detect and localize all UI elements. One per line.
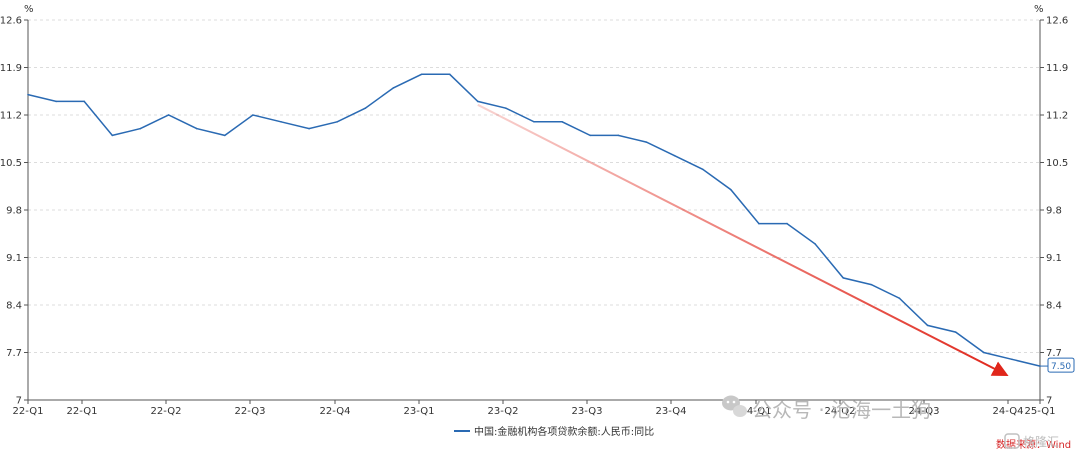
y-tick-label-right: 12.6 xyxy=(1046,16,1068,27)
series-point xyxy=(280,120,282,123)
x-tick-label: 24-Q4 xyxy=(993,406,1024,417)
series-point xyxy=(561,120,563,123)
series-point xyxy=(195,127,198,130)
x-tick-label: 23-Q4 xyxy=(656,406,687,417)
series-point xyxy=(1011,358,1013,361)
series-point xyxy=(870,283,873,286)
y-tick-label-right: 9.8 xyxy=(1046,206,1062,217)
series-point xyxy=(954,331,957,333)
gelonghui-logo: 格隆汇 xyxy=(1004,433,1059,449)
series-point xyxy=(476,100,479,103)
series-point xyxy=(55,100,57,103)
badge-box xyxy=(1047,357,1075,373)
series-point xyxy=(448,73,451,76)
x-tick-label: 22-Q4 xyxy=(320,406,351,417)
watermark: 公众号 · 沧海一土狗 xyxy=(722,395,931,422)
y-tick-label-right: 7.7 xyxy=(1046,348,1062,359)
series-line-loan-yoy xyxy=(27,73,1041,367)
last-value-label: 7.50 xyxy=(1051,362,1071,372)
left-axis-unit: % xyxy=(24,4,34,15)
y-tick-label-right: 11.9 xyxy=(1046,63,1068,74)
series-point xyxy=(673,154,676,157)
y-tick-label-right: 9.1 xyxy=(1046,253,1062,264)
trend-arrow xyxy=(477,103,1009,376)
series-point xyxy=(392,87,395,89)
series-point xyxy=(420,73,423,76)
y-tick-label-left: 7.7 xyxy=(6,348,22,359)
watermark-text: 公众号 · 沧海一土狗 xyxy=(752,398,931,422)
series-point xyxy=(645,141,648,143)
y-tick-label-left: 7 xyxy=(16,396,22,407)
y-tick-label-right: 7 xyxy=(1046,396,1052,407)
y-tick-label-left: 9.8 xyxy=(6,206,22,217)
series-point xyxy=(589,134,592,137)
y-tick-label-right: 8.4 xyxy=(1046,301,1062,312)
wechat-icon xyxy=(722,395,747,417)
y-tick-label-left: 8.4 xyxy=(6,301,22,312)
series-point xyxy=(83,100,86,103)
series-point xyxy=(167,114,170,116)
x-tick-label: 22-Q3 xyxy=(235,406,266,417)
x-tick-label: 23-Q2 xyxy=(488,406,519,417)
series-point xyxy=(139,127,142,130)
series-point xyxy=(308,127,310,130)
right-axis-unit: % xyxy=(1034,4,1044,15)
series-point xyxy=(814,243,816,245)
series-point xyxy=(898,297,901,300)
y-tick-label-left: 11.9 xyxy=(0,63,22,74)
series-point xyxy=(701,168,704,171)
series-point xyxy=(223,134,226,137)
x-tick-label: 24-Q2 xyxy=(825,406,856,417)
y-tick-label-right: 10.5 xyxy=(1046,158,1068,169)
y-tick-label-left: 10.5 xyxy=(0,158,22,169)
series-point xyxy=(252,114,254,116)
series-point xyxy=(617,134,620,137)
grid-lines xyxy=(28,19,1040,353)
series-point xyxy=(758,222,760,225)
x-tick-label: 22-Q1 xyxy=(13,406,44,417)
legend-entry: 中国:金融机构各项贷款余额:人民币:同比 xyxy=(474,425,654,438)
x-tick-label: 22-Q1 xyxy=(67,406,98,417)
legend: 中国:金融机构各项贷款余额:人民币:同比 xyxy=(454,425,654,438)
y-tick-label-right: 11.2 xyxy=(1046,111,1068,122)
series-points xyxy=(27,73,1041,367)
x-tick-label: 25-Q1 xyxy=(1025,406,1056,417)
series-point xyxy=(27,93,29,96)
series-point xyxy=(842,277,845,279)
series-point xyxy=(111,134,114,137)
series-point xyxy=(926,324,929,327)
y-tick-label-left: 11.2 xyxy=(0,111,22,122)
x-ticks: 22-Q1 22-Q1 22-Q2 22-Q3 22-Q4 23-Q1 23-Q2 23-Q3… xyxy=(13,400,1056,417)
x-tick-label: 23-Q1 xyxy=(404,406,435,417)
series-point xyxy=(336,120,339,123)
x-tick-label: 24-Q3 xyxy=(909,406,940,417)
series-point xyxy=(533,120,535,123)
gelonghui-logo-text: 格隆汇 xyxy=(1023,434,1059,449)
series-point xyxy=(729,188,732,191)
series-point xyxy=(786,222,788,225)
x-tick-label: 24-Q1 xyxy=(741,406,772,417)
y-tick-label-left: 9.1 xyxy=(6,253,22,264)
gelonghui-logo-mark xyxy=(1004,433,1020,449)
x-tick-label: 23-Q3 xyxy=(572,406,603,417)
series-point xyxy=(364,107,367,110)
y-ticks-right: 12.6 11.9 11.2 10.5 9.8 9.1 8.4 7.7 7 xyxy=(1040,16,1068,407)
x-tick-label: 22-Q2 xyxy=(151,406,182,417)
series-point xyxy=(982,351,985,354)
y-ticks-left: 12.6 11.9 11.2 10.5 9.8 9.1 8.4 7.7 7 xyxy=(0,16,28,407)
y-tick-label-left: 12.6 xyxy=(0,16,22,27)
last-value-badge: 7.50 xyxy=(1040,357,1075,373)
series-point xyxy=(505,107,507,110)
